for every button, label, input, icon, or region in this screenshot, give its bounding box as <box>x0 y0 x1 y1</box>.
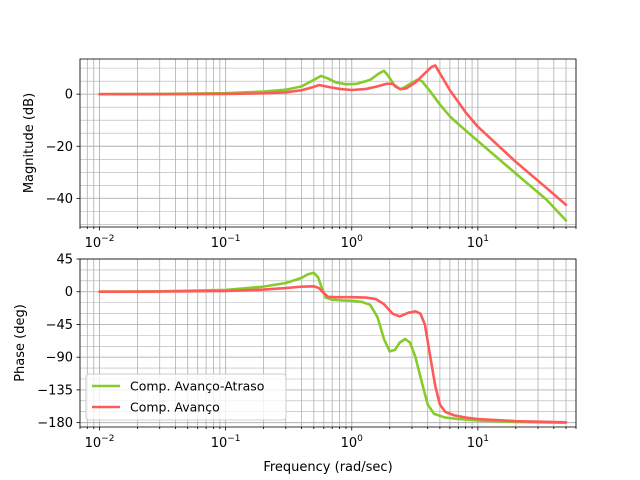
plot-area <box>80 59 576 227</box>
y-tick-label: −180 <box>37 416 73 431</box>
y-tick-label: −20 <box>46 140 73 155</box>
series-line-magnitude <box>98 69 568 222</box>
y-tick-label: 45 <box>56 253 73 268</box>
plot-frame <box>79 58 577 228</box>
x-tick-label: 10−2 <box>85 234 115 251</box>
y-axis-label: Magnitude (dB) <box>22 93 37 193</box>
x-tick-label: 101 <box>467 434 489 451</box>
series-line-magnitude <box>98 64 568 207</box>
plot-frame <box>79 258 577 428</box>
y-tick-label: −45 <box>46 318 73 333</box>
x-tick-label: 101 <box>467 234 489 251</box>
x-tick-label: 10−2 <box>85 434 115 451</box>
legend-box <box>85 373 287 421</box>
x-tick-label: 10−1 <box>211 434 241 451</box>
legend-label: Comp. Avanço <box>130 400 220 415</box>
y-tick-label: 0 <box>65 285 73 300</box>
x-axis-label: Frequency (rad/sec) <box>263 460 392 475</box>
y-axis-label: Phase (deg) <box>13 304 28 382</box>
legend-label: Comp. Avanço-Atraso <box>130 379 264 394</box>
series-line-phase <box>98 271 568 424</box>
y-tick-label: 0 <box>65 88 73 103</box>
phase-plot: 10−2 10−1 100 101 45 0 −45 −90 −135 −180 Phase (de… <box>13 253 577 451</box>
y-tick-label: −40 <box>46 192 73 207</box>
x-tick-label: 10−1 <box>211 234 241 251</box>
y-tick-label: −90 <box>46 351 73 366</box>
x-tick-label: 100 <box>341 234 364 251</box>
x-tick-label: 100 <box>341 434 364 451</box>
magnitude-plot: 10−2 10−1 100 101 0 −20 −40 Magnitude (dB) <box>22 58 577 251</box>
series-line-phase <box>98 284 568 424</box>
legend: Comp. Avanço-Atraso Comp. Avanço <box>85 373 287 421</box>
y-tick-label: −135 <box>37 383 73 398</box>
